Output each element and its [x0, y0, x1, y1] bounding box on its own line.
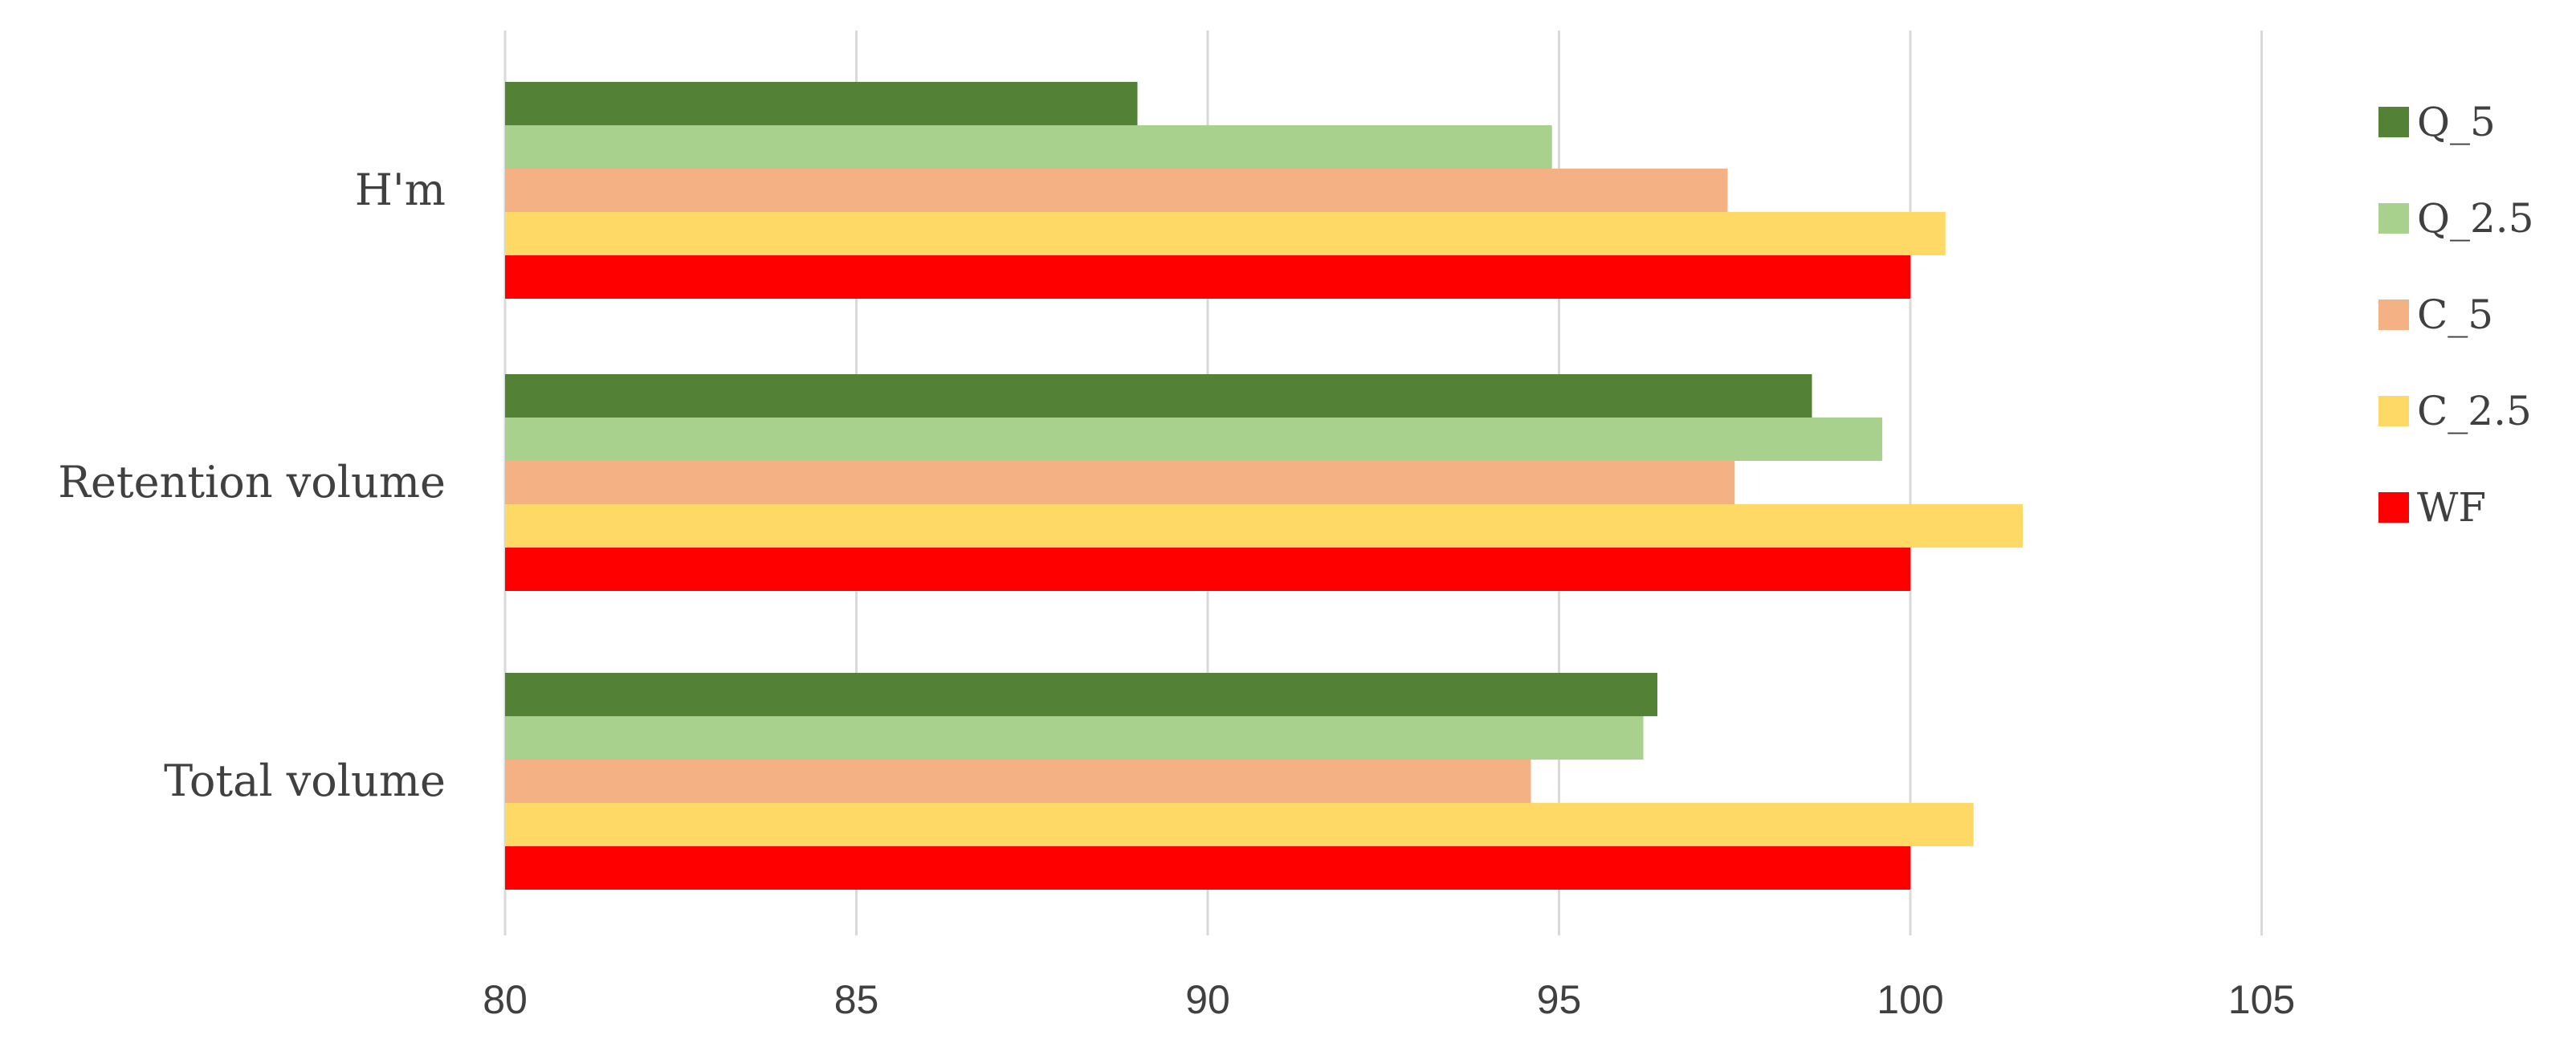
legend: Q_5 Q_2.5 C_5 C_2.5 WF	[2378, 99, 2534, 531]
bar-q-2-5-h-m	[505, 125, 1552, 169]
x-tick-label-80: 80	[483, 977, 528, 1022]
legend-swatch-wf	[2378, 492, 2409, 523]
category-labels: H'm Retention volume Total volume	[58, 165, 446, 806]
legend-label-q-5: Q_5	[2417, 99, 2496, 145]
legend-swatch-q-2-5	[2378, 203, 2409, 234]
bar-q-5-h-m	[505, 82, 1138, 125]
bar-wf-h-m	[505, 255, 1910, 299]
bar-c-2-5-total-volume	[505, 803, 1974, 846]
x-tick-label-85: 85	[834, 977, 879, 1022]
bar-wf-total-volume	[505, 846, 1910, 890]
x-tick-label-95: 95	[1537, 977, 1582, 1022]
bar-c-5-retention-volume	[505, 461, 1735, 504]
bar-q-2-5-total-volume	[505, 716, 1644, 760]
legend-label-wf: WF	[2417, 484, 2486, 531]
x-tick-label-100: 100	[1877, 977, 1943, 1022]
legend-swatch-c-5	[2378, 299, 2409, 330]
bar-q-2-5-retention-volume	[505, 418, 1882, 461]
bar-c-5-total-volume	[505, 760, 1531, 803]
legend-swatch-c-2-5	[2378, 396, 2409, 426]
legend-label-c-5: C_5	[2417, 291, 2493, 338]
bar-q-5-total-volume	[505, 673, 1657, 716]
category-label-retention-volume: Retention volume	[58, 457, 446, 507]
x-axis-ticks: 80 85 90 95 100 105	[483, 977, 2295, 1022]
bars	[505, 82, 2023, 890]
category-label-total-volume: Total volume	[164, 756, 446, 806]
x-tick-label-90: 90	[1185, 977, 1230, 1022]
legend-label-q-2-5: Q_2.5	[2417, 195, 2534, 242]
category-label-h-m: H'm	[355, 165, 446, 215]
x-tick-label-105: 105	[2228, 977, 2295, 1022]
bar-c-2-5-h-m	[505, 212, 1946, 255]
bar-c-2-5-retention-volume	[505, 504, 2023, 548]
bar-c-5-h-m	[505, 169, 1728, 212]
legend-swatch-q-5	[2378, 107, 2409, 137]
bar-q-5-retention-volume	[505, 374, 1812, 418]
bar-wf-retention-volume	[505, 548, 1910, 591]
legend-label-c-2-5: C_2.5	[2417, 388, 2532, 434]
